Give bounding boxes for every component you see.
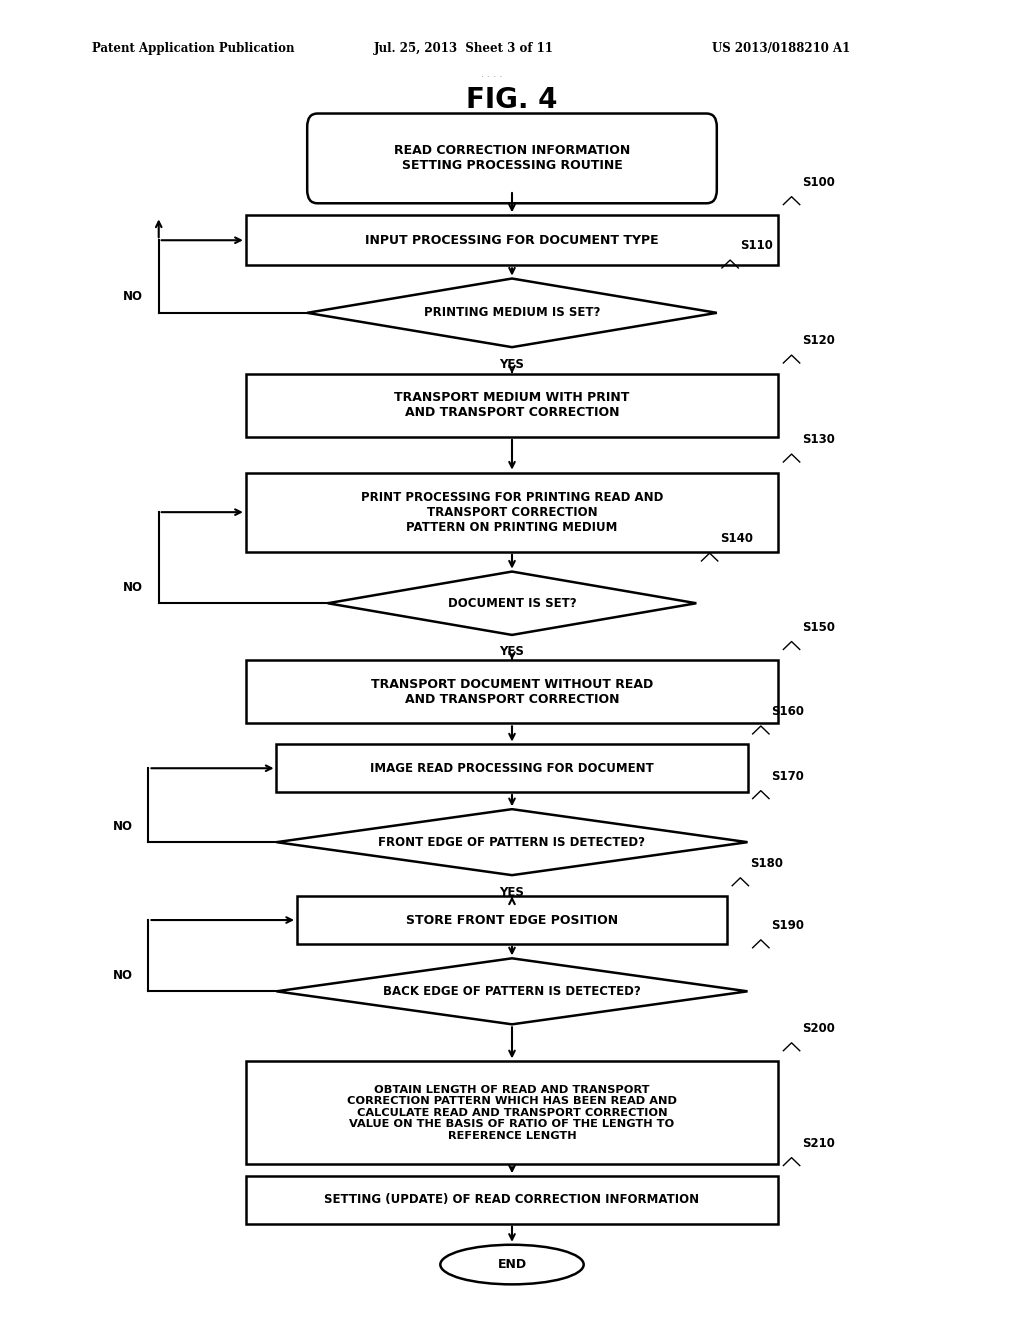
Text: S100: S100 bbox=[802, 176, 835, 189]
Text: FIG. 4: FIG. 4 bbox=[466, 86, 558, 115]
Text: SETTING (UPDATE) OF READ CORRECTION INFORMATION: SETTING (UPDATE) OF READ CORRECTION INFO… bbox=[325, 1193, 699, 1206]
Text: TRANSPORT MEDIUM WITH PRINT
AND TRANSPORT CORRECTION: TRANSPORT MEDIUM WITH PRINT AND TRANSPOR… bbox=[394, 391, 630, 420]
Bar bbox=[246, 1176, 778, 1224]
Bar bbox=[246, 473, 778, 552]
Text: PRINTING MEDIUM IS SET?: PRINTING MEDIUM IS SET? bbox=[424, 306, 600, 319]
Polygon shape bbox=[276, 958, 748, 1024]
Text: YES: YES bbox=[500, 886, 524, 899]
Text: S170: S170 bbox=[771, 770, 804, 783]
Polygon shape bbox=[307, 279, 717, 347]
Text: S160: S160 bbox=[771, 705, 804, 718]
Ellipse shape bbox=[440, 1245, 584, 1284]
Bar bbox=[246, 1061, 778, 1164]
Bar bbox=[297, 896, 727, 944]
Bar bbox=[246, 660, 778, 723]
Text: YES: YES bbox=[500, 645, 524, 659]
Text: END: END bbox=[498, 1258, 526, 1271]
Bar bbox=[246, 374, 778, 437]
Text: FRONT EDGE OF PATTERN IS DETECTED?: FRONT EDGE OF PATTERN IS DETECTED? bbox=[379, 836, 645, 849]
Text: INPUT PROCESSING FOR DOCUMENT TYPE: INPUT PROCESSING FOR DOCUMENT TYPE bbox=[366, 234, 658, 247]
Text: S130: S130 bbox=[802, 433, 835, 446]
Bar bbox=[276, 744, 748, 792]
Text: US 2013/0188210 A1: US 2013/0188210 A1 bbox=[712, 42, 850, 55]
Text: STORE FRONT EDGE POSITION: STORE FRONT EDGE POSITION bbox=[406, 913, 618, 927]
Text: Jul. 25, 2013  Sheet 3 of 11: Jul. 25, 2013 Sheet 3 of 11 bbox=[374, 42, 554, 55]
Text: S150: S150 bbox=[802, 620, 835, 634]
Text: NO: NO bbox=[123, 581, 143, 594]
FancyBboxPatch shape bbox=[307, 114, 717, 203]
Text: YES: YES bbox=[500, 358, 524, 371]
Bar bbox=[246, 215, 778, 265]
Text: NO: NO bbox=[113, 820, 133, 833]
Text: S120: S120 bbox=[802, 334, 835, 347]
Polygon shape bbox=[328, 572, 696, 635]
Text: PRINT PROCESSING FOR PRINTING READ AND
TRANSPORT CORRECTION
PATTERN ON PRINTING : PRINT PROCESSING FOR PRINTING READ AND T… bbox=[360, 491, 664, 533]
Text: S200: S200 bbox=[802, 1022, 835, 1035]
Polygon shape bbox=[276, 809, 748, 875]
Text: NO: NO bbox=[123, 290, 143, 304]
Text: IMAGE READ PROCESSING FOR DOCUMENT: IMAGE READ PROCESSING FOR DOCUMENT bbox=[370, 762, 654, 775]
Text: TRANSPORT DOCUMENT WITHOUT READ
AND TRANSPORT CORRECTION: TRANSPORT DOCUMENT WITHOUT READ AND TRAN… bbox=[371, 677, 653, 706]
Text: . . . .: . . . . bbox=[481, 69, 502, 79]
Text: OBTAIN LENGTH OF READ AND TRANSPORT
CORRECTION PATTERN WHICH HAS BEEN READ AND
C: OBTAIN LENGTH OF READ AND TRANSPORT CORR… bbox=[347, 1085, 677, 1140]
Text: Patent Application Publication: Patent Application Publication bbox=[92, 42, 295, 55]
Text: S190: S190 bbox=[771, 919, 804, 932]
Text: S110: S110 bbox=[740, 239, 773, 252]
Text: S180: S180 bbox=[751, 857, 783, 870]
Text: DOCUMENT IS SET?: DOCUMENT IS SET? bbox=[447, 597, 577, 610]
Text: S140: S140 bbox=[720, 532, 753, 545]
Text: NO: NO bbox=[113, 969, 133, 982]
Text: BACK EDGE OF PATTERN IS DETECTED?: BACK EDGE OF PATTERN IS DETECTED? bbox=[383, 985, 641, 998]
Text: S210: S210 bbox=[802, 1137, 835, 1150]
Text: READ CORRECTION INFORMATION
SETTING PROCESSING ROUTINE: READ CORRECTION INFORMATION SETTING PROC… bbox=[394, 144, 630, 173]
